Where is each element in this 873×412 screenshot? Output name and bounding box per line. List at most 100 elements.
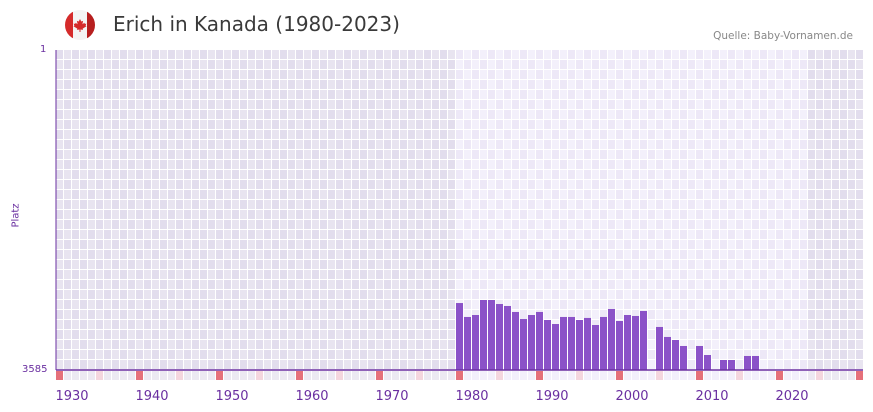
grid-cell (328, 220, 335, 229)
grid-cell (680, 150, 687, 159)
grid-cell (840, 220, 847, 229)
grid-cell (560, 310, 567, 319)
grid-cell (448, 320, 455, 329)
grid-cell (272, 190, 279, 199)
grid-cell (776, 290, 783, 299)
grid-cell (688, 280, 695, 289)
bar-2005 (656, 326, 663, 370)
grid-cell (832, 280, 839, 289)
grid-cell (648, 140, 655, 149)
bar-1981 (464, 316, 471, 370)
grid-cell (632, 120, 639, 129)
grid-cell (632, 290, 639, 299)
grid-cell (760, 170, 767, 179)
grid-cell (304, 170, 311, 179)
grid-cell (544, 250, 551, 259)
grid-cell (760, 280, 767, 289)
grid-cell (656, 220, 663, 229)
grid-cell (288, 220, 295, 229)
grid-cell (632, 190, 639, 199)
grid-cell (752, 100, 759, 109)
grid-cell (96, 290, 103, 299)
grid-cell (824, 140, 831, 149)
grid-cell (80, 310, 87, 319)
grid-cell (600, 130, 607, 139)
grid-cell (336, 270, 343, 279)
grid-cell (688, 170, 695, 179)
grid-cell (176, 190, 183, 199)
grid-cell (488, 160, 495, 169)
grid-cell (816, 300, 823, 309)
grid-cell (256, 90, 263, 99)
grid-cell (832, 90, 839, 99)
grid-cell (520, 180, 527, 189)
grid-cell (456, 210, 463, 219)
grid-cell (336, 260, 343, 269)
grid-cell (736, 70, 743, 79)
grid-cell (496, 290, 503, 299)
grid-cell (56, 230, 63, 239)
grid-cell (320, 140, 327, 149)
grid-cell (632, 70, 639, 79)
grid-cell (312, 360, 319, 369)
grid-cell (840, 150, 847, 159)
source-link[interactable]: Quelle: Baby-Vornamen.de (713, 30, 853, 42)
grid-cell (792, 90, 799, 99)
grid-cell (720, 110, 727, 119)
grid-cell (72, 180, 79, 189)
grid-cell (120, 220, 127, 229)
grid-cell (768, 120, 775, 129)
grid-cell (224, 100, 231, 109)
grid-cell (632, 110, 639, 119)
grid-cell (768, 200, 775, 209)
grid-cell (560, 260, 567, 269)
year-marker (280, 371, 287, 380)
grid-cell (584, 120, 591, 129)
grid-cell (176, 320, 183, 329)
grid-cell (712, 190, 719, 199)
grid-cell (96, 140, 103, 149)
grid-cell (616, 250, 623, 259)
grid-cell (168, 260, 175, 269)
grid-cell (120, 80, 127, 89)
grid-cell (424, 240, 431, 249)
grid-cell (488, 170, 495, 179)
grid-cell (336, 160, 343, 169)
grid-cell (584, 50, 591, 59)
grid-cell (216, 270, 223, 279)
grid-cell (256, 180, 263, 189)
grid-cell (96, 160, 103, 169)
grid-cell (792, 160, 799, 169)
grid-cell (472, 90, 479, 99)
grid-cell (56, 110, 63, 119)
grid-cell (776, 120, 783, 129)
grid-cell (768, 240, 775, 249)
grid-cell (376, 300, 383, 309)
grid-cell (80, 360, 87, 369)
grid-cell (200, 360, 207, 369)
grid-cell (432, 100, 439, 109)
grid-cell (784, 290, 791, 299)
grid-cell (120, 60, 127, 69)
grid-cell (584, 160, 591, 169)
grid-cell (368, 290, 375, 299)
grid-cell (128, 320, 135, 329)
grid-cell (712, 70, 719, 79)
grid-cell (712, 120, 719, 129)
grid-cell (592, 240, 599, 249)
grid-cell (768, 280, 775, 289)
grid-cell (288, 330, 295, 339)
grid-cell (728, 150, 735, 159)
grid-cell (800, 250, 807, 259)
grid-cell (856, 270, 863, 279)
grid-cell (784, 270, 791, 279)
grid-cell (424, 300, 431, 309)
grid-cell (744, 160, 751, 169)
grid-cell (384, 310, 391, 319)
grid-cell (128, 120, 135, 129)
grid-cell (456, 200, 463, 209)
grid-cell (784, 90, 791, 99)
grid-cell (592, 140, 599, 149)
grid-cell (392, 170, 399, 179)
grid-cell (592, 70, 599, 79)
